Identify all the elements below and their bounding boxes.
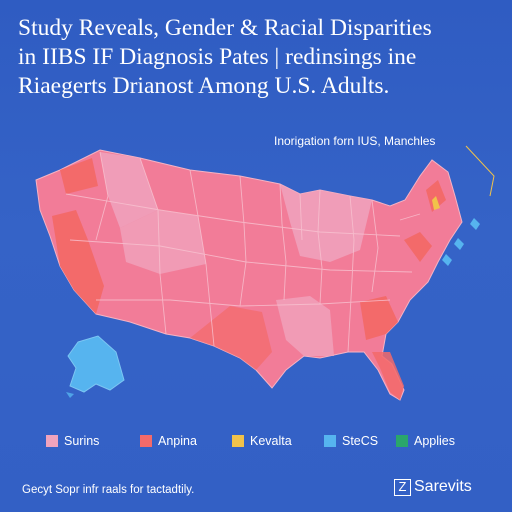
marker-icon [442, 254, 452, 266]
region-anpina-northeast [404, 232, 432, 262]
title-line-1: Study Reveals, Gender & Racial Dispariti… [18, 15, 432, 41]
map-legend: Surins Anpina Kevalta SteCS Applies [46, 434, 486, 452]
florida-shape [372, 352, 404, 400]
legend-label: SteCS [342, 434, 379, 448]
region-anpina-texas [190, 306, 272, 370]
legend-swatch [396, 435, 408, 447]
callout-label: Inorigation forn IUS, Manchles [274, 134, 436, 148]
region-kevalta-maine-border [432, 196, 440, 210]
state-borders [65, 151, 421, 353]
legend-label: Anpina [158, 434, 197, 448]
brand-name: Sarevits [414, 478, 472, 495]
region-anpina-northwest [60, 158, 98, 194]
footer-note: Gecyt Sopr infr raals for tactadtily. [22, 484, 195, 496]
legend-swatch [140, 435, 152, 447]
marker-icon [454, 238, 464, 250]
legend-item-applies: Applies [396, 434, 455, 448]
brand-mark-icon: Z [394, 478, 411, 496]
alaska-shape [67, 335, 125, 393]
region-anpina-southeast [360, 296, 398, 340]
callout-leader-line [465, 145, 495, 197]
marker-icon [470, 218, 480, 230]
legend-swatch [46, 435, 58, 447]
region-surins-midwest [280, 184, 372, 262]
region-anpina-west-coast [52, 210, 104, 314]
legend-label: Surins [64, 434, 100, 448]
region-surins-west [100, 152, 158, 228]
legend-item-stecs: SteCS [324, 434, 378, 448]
alaska-islands [66, 392, 74, 398]
page-title: Study Reveals, Gender & Racial Dispariti… [18, 14, 498, 101]
legend-label: Applies [414, 434, 455, 448]
legend-item-anpina: Anpina [140, 434, 197, 448]
title-line-2: in IIBS IF Diagnosis Pates | redinsings … [18, 44, 417, 70]
legend-item-kevalta: Kevalta [232, 434, 292, 448]
region-surins-mountain [120, 210, 206, 274]
title-line-3: Riaegerts Drianost Among U.S. Adults. [18, 73, 390, 99]
region-surins-south [276, 296, 334, 356]
brand-logo: Z Sarevits [394, 478, 472, 496]
legend-item-surins: Surins [46, 434, 99, 448]
legend-swatch [232, 435, 244, 447]
legend-swatch [324, 435, 336, 447]
legend-label: Kevalta [250, 434, 292, 448]
